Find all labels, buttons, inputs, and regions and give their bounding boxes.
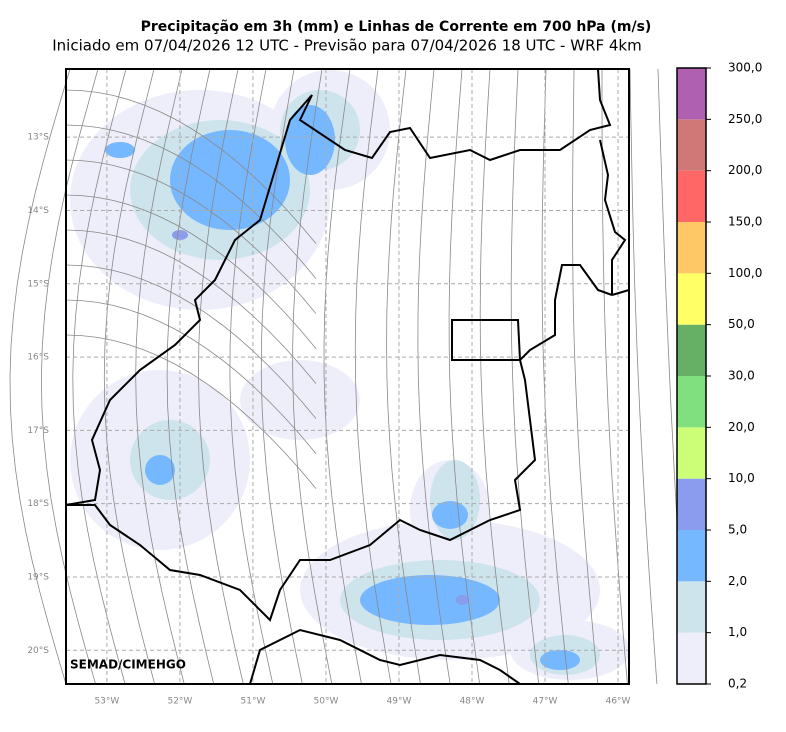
lat-tick-label: 19°S	[27, 572, 49, 582]
streamline	[572, 68, 599, 685]
colorbar-label: 2,0	[728, 574, 747, 588]
colorbar-segment	[677, 324, 706, 376]
colorbar-label: 100,0	[728, 266, 762, 280]
streamline	[9, 68, 71, 685]
colorbar-label: 200,0	[728, 163, 762, 177]
subtitle: Iniciado em 07/04/2026 12 UTC - Previsão…	[52, 37, 641, 55]
lat-tick-label: 15°S	[27, 279, 49, 289]
grid	[66, 69, 629, 684]
streamline	[103, 68, 155, 685]
colorbar-segment	[677, 427, 706, 479]
streamline	[65, 124, 317, 279]
lon-tick-label: 46°W	[606, 697, 631, 707]
lon-tick-label: 51°W	[241, 697, 266, 707]
streamline	[260, 68, 303, 685]
lat-tick-label: 14°S	[27, 206, 49, 216]
colorbar-label: 150,0	[728, 215, 762, 229]
streamline	[65, 194, 317, 349]
streamline	[198, 68, 244, 685]
colorbar-segment	[677, 273, 706, 325]
lon-tick-label: 52°W	[167, 697, 192, 707]
title: Precipitação em 3h (mm) e Linhas de Corr…	[141, 19, 652, 35]
streamline	[40, 68, 99, 685]
map: SEMAD/CIMEHGO	[9, 68, 687, 685]
colorbar-segment	[677, 68, 706, 120]
lat-tick-label: 13°S	[27, 133, 49, 143]
colorbar-segment	[677, 632, 706, 684]
lon-tick-label: 48°W	[460, 697, 485, 707]
precip-2	[105, 105, 580, 670]
streamline	[65, 159, 317, 314]
colorbar-label: 20,0	[728, 420, 755, 434]
streamline	[601, 69, 628, 685]
colorbar-segment	[677, 170, 706, 222]
streamline	[65, 229, 317, 384]
colorbar-label: 0,2	[728, 677, 747, 691]
colorbar-segment	[677, 581, 706, 633]
streamline	[65, 89, 317, 244]
lat-tick-label: 18°S	[27, 499, 49, 509]
streamline	[72, 68, 127, 685]
streamline	[386, 68, 421, 685]
lon-tick-label: 53°W	[94, 697, 119, 707]
colorbar-label: 30,0	[728, 369, 755, 383]
lon-tick-label: 49°W	[387, 697, 412, 707]
lon-tick-label: 47°W	[533, 697, 558, 707]
streamline	[448, 68, 480, 685]
streamline	[510, 68, 540, 685]
colorbar-segment	[677, 222, 706, 274]
colorbar-segment	[677, 119, 706, 171]
credit: SEMAD/CIMEHGO	[70, 658, 186, 672]
lat-tick-label: 20°S	[27, 646, 49, 656]
colorbar-label: 5,0	[728, 523, 747, 537]
streamline	[65, 299, 317, 454]
streamline	[354, 68, 392, 685]
colorbar: 0,2 1,0 2,0 5,0 10,0 20,0 30,0 50,0 100,0 150,0 20…	[676, 61, 762, 691]
streamline	[541, 68, 569, 685]
colorbar-label: 250,0	[728, 112, 762, 126]
streamline	[479, 68, 510, 685]
streamlines	[9, 68, 687, 685]
colorbar-segment	[677, 376, 706, 428]
colorbar-segment	[677, 530, 706, 582]
lat-tick-label: 17°S	[27, 426, 49, 436]
streamline	[417, 68, 451, 685]
colorbar-label: 300,0	[728, 61, 762, 75]
lon-tick-label: 50°W	[314, 697, 339, 707]
streamline	[65, 264, 317, 419]
colorbar-segment	[677, 478, 706, 530]
colorbar-label: 10,0	[728, 471, 755, 485]
streamline	[135, 68, 185, 685]
borders	[65, 68, 630, 685]
colorbar-label: 1,0	[728, 625, 747, 639]
map-frame	[65, 68, 630, 685]
streamline	[65, 334, 317, 489]
streamline	[166, 68, 215, 685]
colorbar-label: 50,0	[728, 317, 755, 331]
streamline	[292, 68, 333, 685]
precip-5	[172, 230, 468, 605]
streamline	[323, 68, 362, 685]
streamline	[629, 68, 658, 685]
lat-tick-label: 16°S	[27, 353, 49, 363]
